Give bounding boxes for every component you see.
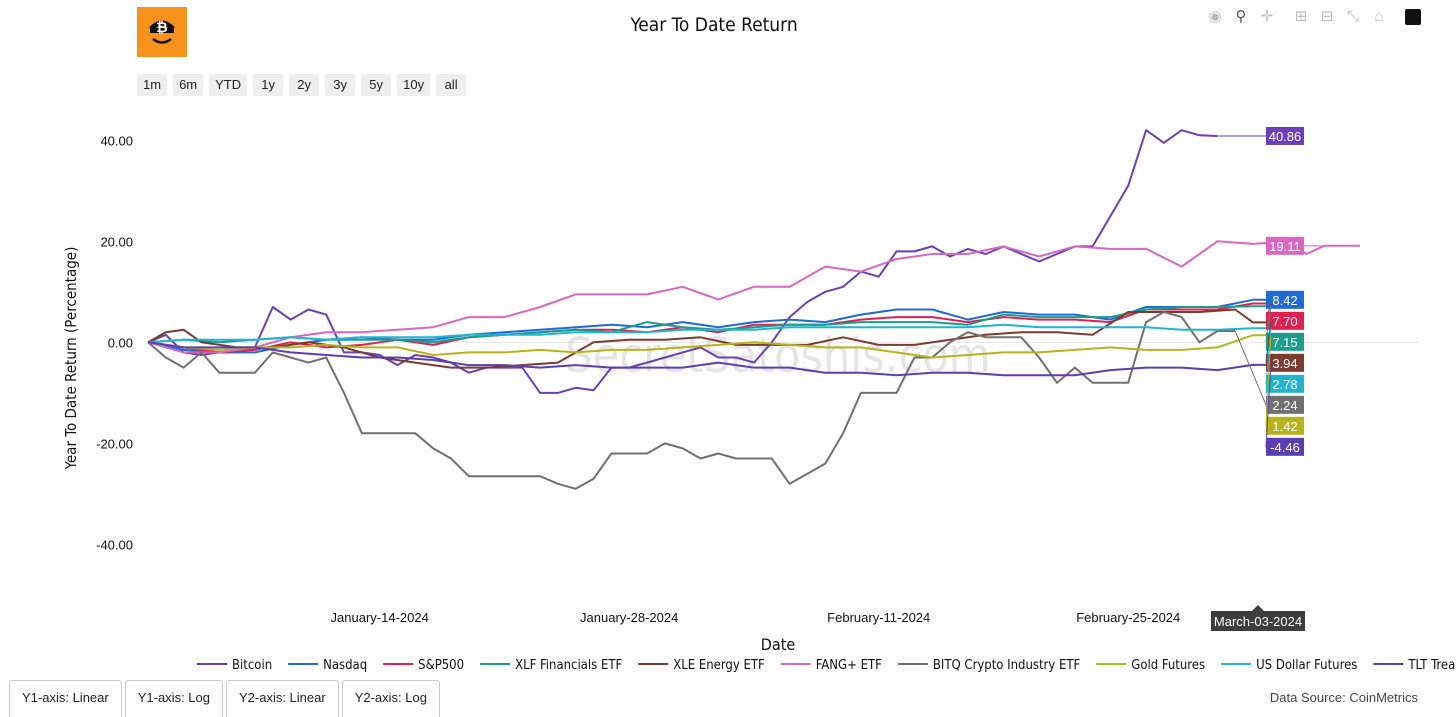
end-label-box xyxy=(1266,395,1304,414)
site-logo: ₿ xyxy=(137,7,187,57)
end-label-connector xyxy=(1265,328,1272,384)
data-source: Data Source: CoinMetrics xyxy=(1269,690,1418,705)
line-chart: 40.00 20.00 0.00 -20.00 -40.00 January-14-20… xyxy=(62,126,1456,673)
series-line-bitq-crypto-industry-etf xyxy=(147,311,1236,490)
end-label-text: 7.70 xyxy=(1272,314,1297,329)
legend-item-label: Gold Futures xyxy=(1131,658,1205,673)
y2-linear-button[interactable]: Y2-axis: Linear xyxy=(225,680,339,717)
x-tick-label: February-11-2024 xyxy=(827,610,930,625)
zoom-out-icon[interactable]: ⊟ xyxy=(1320,8,1334,25)
chart-modebar: ◉ ⚲ ✛ ⊞ ⊟ ⤡ ⌂ xyxy=(1205,8,1421,26)
hover-date-label: March-03-2024 xyxy=(1211,605,1305,631)
range-button-6m[interactable]: 6m xyxy=(173,74,204,96)
x-axis-ticks: January-14-2024 January-28-2024 February-1… xyxy=(331,610,1181,625)
y-tick-label: 20.00 xyxy=(100,234,133,249)
legend-item-label: TLT Treasury Bond ETF xyxy=(1407,658,1456,673)
y-axis-label: Year To Date Return (Percentage) xyxy=(62,247,80,471)
end-label-connector xyxy=(1265,364,1272,447)
zoom-icon[interactable]: ⚲ xyxy=(1235,8,1247,25)
x-axis-label: Date xyxy=(761,635,796,654)
legend-item-label: FANG+ ETF xyxy=(816,658,882,673)
end-value-labels: 40.86 19.11 8.42 7.70 7.15 3.94 2.78 2.24 1.42 -4… xyxy=(1217,126,1360,456)
end-label-text: -4.46 xyxy=(1270,440,1300,455)
y2-log-button[interactable]: Y2-axis: Log xyxy=(341,680,440,717)
range-button-3y[interactable]: 3y xyxy=(325,74,356,96)
legend-item-label: Nasdaq xyxy=(323,658,367,673)
legend-item-label: XLE Energy ETF xyxy=(673,658,765,673)
y-tick-label: 0.00 xyxy=(108,335,133,350)
legend: Bitcoin Nasdaq S&P500 XLF Financials ETF XLE… xyxy=(197,658,1456,673)
end-label-box xyxy=(1266,353,1304,372)
end-label-box xyxy=(1266,332,1304,351)
y-tick-label: 40.00 xyxy=(100,133,133,148)
svg-text:₿: ₿ xyxy=(156,20,167,36)
end-label-text: 2.78 xyxy=(1272,377,1297,392)
end-label-box xyxy=(1266,437,1304,456)
hover-date-text: March-03-2024 xyxy=(1214,614,1302,629)
hover-date-pointer xyxy=(1252,605,1264,611)
zoom-in-icon[interactable]: ⊞ xyxy=(1294,8,1308,25)
end-label-text: 8.42 xyxy=(1272,293,1297,308)
range-selector: 1m 6m YTD 1y 2y 3y 5y 10y all xyxy=(137,74,467,96)
end-label-connector xyxy=(1265,335,1272,426)
end-label-text: 40.86 xyxy=(1269,129,1302,144)
camera-icon[interactable]: ◉ xyxy=(1208,8,1222,25)
legend-item-label: Bitcoin xyxy=(232,658,272,673)
legend-item-label: S&P500 xyxy=(418,658,464,673)
home-icon[interactable]: ⌂ xyxy=(1374,8,1384,25)
series-line-fang-etf xyxy=(147,240,1360,354)
range-button-ytd[interactable]: YTD xyxy=(209,74,248,96)
end-label-box xyxy=(1266,374,1304,393)
range-button-10y[interactable]: 10y xyxy=(397,74,431,96)
series-line-us-dollar-futures xyxy=(147,323,1271,344)
bitcoin-logo-icon: ₿ xyxy=(149,20,175,44)
end-label-box xyxy=(1266,290,1304,309)
end-label-box xyxy=(1266,416,1304,435)
x-tick-label: January-28-2024 xyxy=(580,610,678,625)
y1-linear-button[interactable]: Y1-axis: Linear xyxy=(9,680,122,717)
end-label-text: 2.24 xyxy=(1272,398,1297,413)
legend-item-label: BITQ Crypto Industry ETF xyxy=(933,658,1081,673)
series-lines xyxy=(147,129,1360,490)
range-button-5y[interactable]: 5y xyxy=(361,74,392,96)
x-tick-label: January-14-2024 xyxy=(331,610,429,625)
chart-logo-icon[interactable] xyxy=(1405,9,1421,25)
x-tick-label: February-25-2024 xyxy=(1076,610,1180,625)
range-button-1m[interactable]: 1m xyxy=(137,74,168,96)
end-label-text: 3.94 xyxy=(1272,356,1297,371)
legend-item-label: US Dollar Futures xyxy=(1256,658,1357,673)
pan-icon[interactable]: ✛ xyxy=(1260,8,1274,25)
end-label-box xyxy=(1266,311,1304,330)
hover-date-box xyxy=(1211,611,1305,631)
y-tick-label: -40.00 xyxy=(96,537,133,552)
end-label-text: 7.15 xyxy=(1272,335,1297,350)
series-line-gold-futures xyxy=(147,334,1271,359)
range-button-all[interactable]: all xyxy=(436,74,467,96)
range-button-2y[interactable]: 2y xyxy=(289,74,320,96)
range-button-1y[interactable]: 1y xyxy=(253,74,284,96)
axis-scale-buttons: Y1-axis: Linear Y1-axis: Log Y2-axis: Li… xyxy=(9,680,443,717)
end-label-connector xyxy=(1234,330,1267,406)
y-axis-ticks: 40.00 20.00 0.00 -20.00 -40.00 xyxy=(96,133,133,552)
end-label-text: 1.42 xyxy=(1272,419,1297,434)
autoscale-icon[interactable]: ⤡ xyxy=(1346,8,1359,25)
end-label-text: 19.11 xyxy=(1269,239,1301,254)
chart-title: Year To Date Return xyxy=(630,14,798,36)
y-tick-label: -20.00 xyxy=(96,436,133,451)
legend-item-label: XLF Financials ETF xyxy=(515,658,622,673)
series-line-bitcoin xyxy=(147,129,1218,394)
series-line-tlt-treasury-bond-etf xyxy=(147,341,1271,377)
y1-log-button[interactable]: Y1-axis: Log xyxy=(124,680,223,717)
end-label-box xyxy=(1266,126,1304,145)
end-label-box xyxy=(1266,236,1304,255)
